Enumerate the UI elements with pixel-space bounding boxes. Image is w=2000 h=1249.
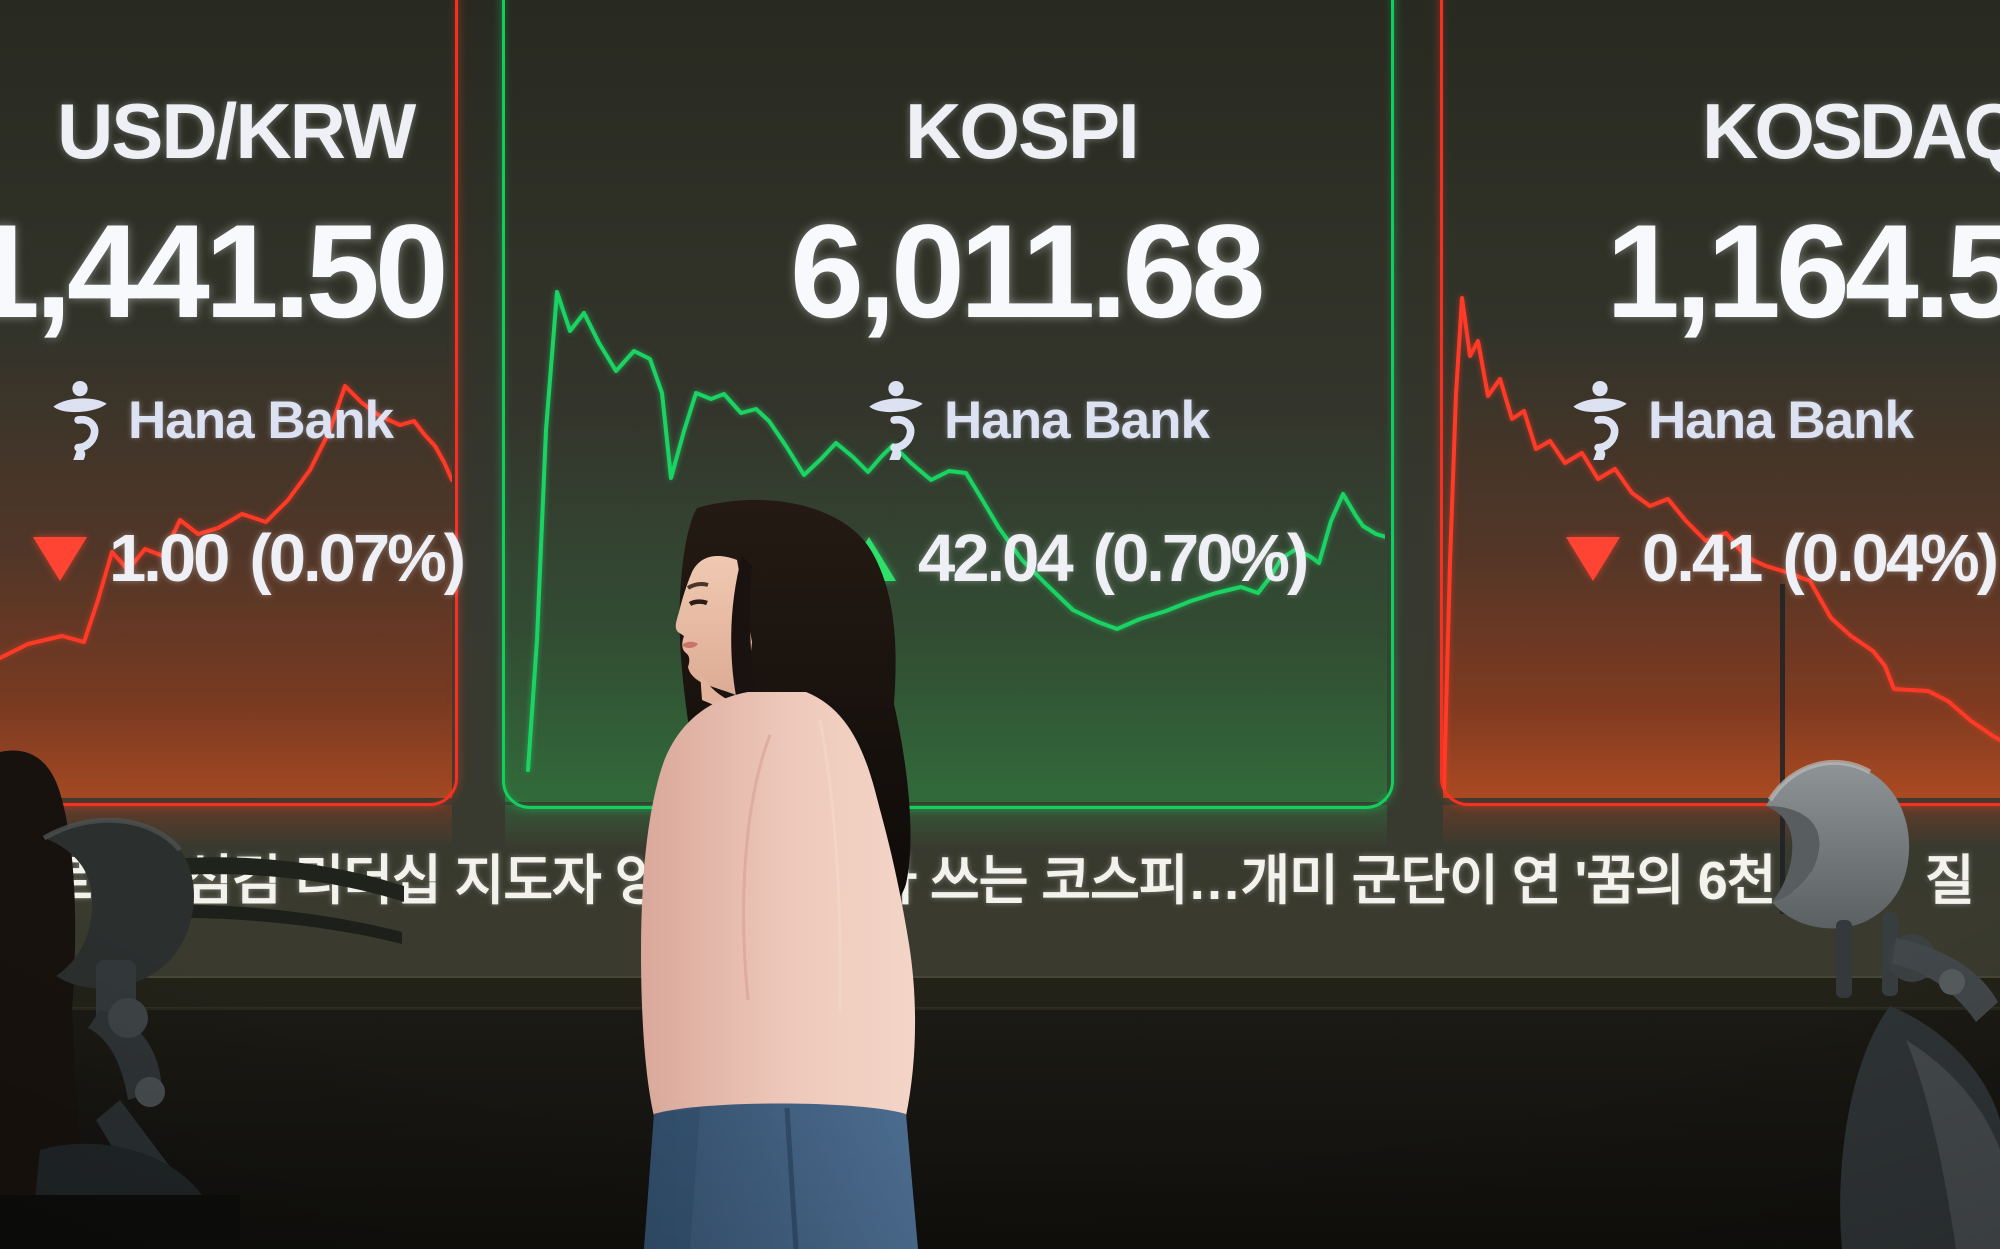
hana-bank-logo-icon [53, 380, 107, 460]
eyebrow [686, 582, 709, 590]
kosdaq-change-amount: 0.41 [1642, 521, 1763, 596]
kospi-title: KOSPI [905, 87, 1140, 175]
usdkrw-change-amount: 1.00 [109, 521, 230, 596]
pedestrian-woman [641, 499, 918, 1249]
pink-sweater [641, 692, 916, 1116]
usdkrw-brand-label: Hana Bank [128, 390, 394, 450]
wall-strip [0, 978, 2000, 1008]
chair-bracket-rail [150, 904, 402, 944]
kospi-change-percent: (0.70%) [1092, 521, 1310, 596]
office-chair-left [0, 817, 404, 1249]
kospi-change-amount: 42.04 [918, 521, 1074, 596]
lips [683, 641, 698, 649]
office-chair-right [1766, 584, 2000, 1249]
headrest-rod [1780, 584, 1785, 914]
screen-bottom-edge [0, 976, 2000, 978]
kosdaq-brand-label: Hana Bank [1648, 390, 1914, 450]
kospi-trend-line [526, 290, 1385, 772]
desk-edge-line [0, 1007, 2000, 1010]
hana-bank-logo-icon [869, 380, 923, 460]
kospi-change-row: 42.04 (0.70%) [842, 520, 1310, 597]
usdkrw-change-row: 1.00 (0.07%) [33, 520, 466, 597]
kospi-hana-row: Hana Bank [866, 380, 1210, 460]
down-triangle-icon [1566, 536, 1620, 581]
headrest [1766, 762, 1910, 929]
usdkrw-change-percent: (0.07%) [249, 521, 466, 596]
usdkrw-trend-chart [0, 384, 452, 660]
headrest [44, 820, 194, 989]
usdkrw-title: USD/KRW [57, 87, 416, 175]
ticker-headline-center: 새역사 쓰는 코스피…개미 군단이 연 '꿈의 6천 시대' [770, 851, 1900, 911]
kosdaq-trend-chart [1443, 296, 2000, 790]
kosdaq-change-percent: (0.04%) [1782, 521, 1999, 596]
dark-foreground [0, 1010, 2000, 1249]
kosdaq-value: 1,164.50 [1606, 198, 2000, 346]
eye [688, 599, 708, 607]
kosdaq-title: KOSDAQ [1702, 87, 2000, 175]
hana-bank-logo-icon [1573, 380, 1627, 460]
usdkrw-trend-line [0, 384, 452, 660]
ticker-headline-right: 질 [1925, 851, 1975, 911]
down-triangle-icon [33, 536, 87, 581]
kosdaq-trend-line [1443, 296, 2000, 790]
second-person-hair [0, 750, 84, 1249]
usdkrw-hana-row: Hana Bank [50, 380, 394, 460]
jeans [644, 1103, 918, 1249]
chair-top-rail [142, 857, 404, 902]
kospi-trend-chart [526, 290, 1385, 772]
kospi-brand-label: Hana Bank [944, 390, 1210, 450]
kosdaq-change-row: 0.41 (0.04%) [1566, 520, 1999, 597]
usdkrw-value: 1,441.50 [0, 198, 449, 346]
kosdaq-hana-row: Hana Bank [1570, 380, 1914, 460]
kospi-value: 6,011.68 [790, 198, 1265, 346]
